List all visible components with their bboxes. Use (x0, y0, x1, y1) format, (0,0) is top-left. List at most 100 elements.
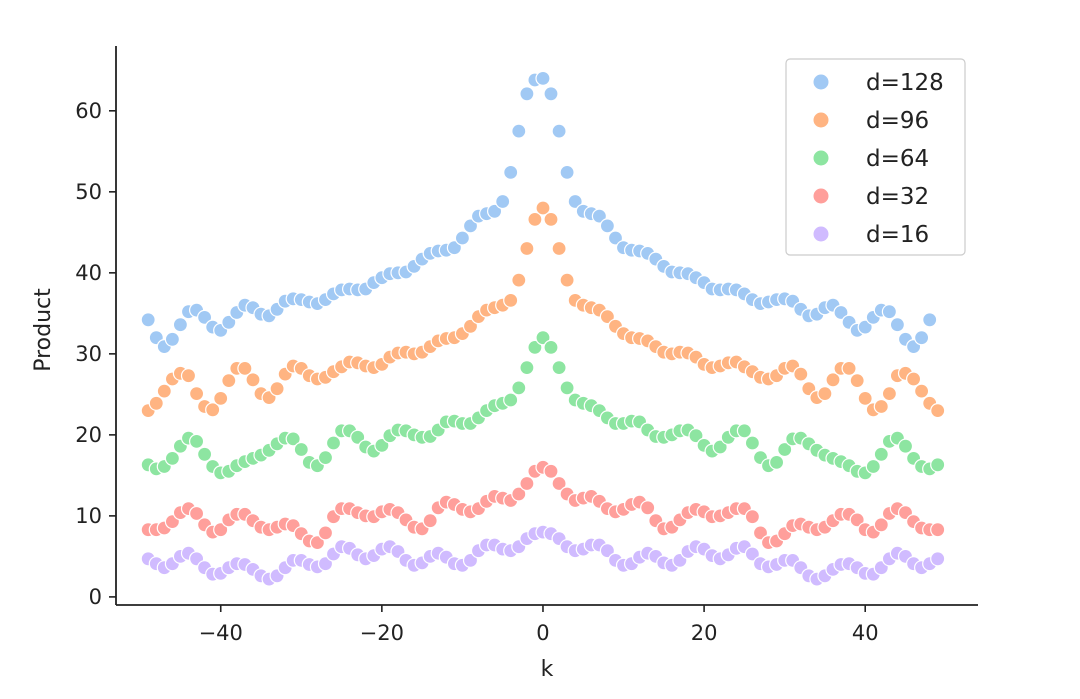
data-point (551, 240, 567, 257)
y-tick-label: 0 (89, 585, 102, 609)
data-point (873, 517, 889, 533)
y-tick-label: 40 (75, 261, 102, 285)
data-point (817, 386, 833, 402)
data-point (607, 230, 624, 246)
legend-label: d=32 (866, 184, 929, 210)
data-point (857, 319, 873, 335)
data-point (897, 438, 914, 454)
data-point (511, 272, 527, 288)
legend-label: d=96 (866, 108, 929, 134)
data-point (462, 218, 479, 234)
data-point (873, 446, 889, 462)
data-points (140, 70, 946, 587)
legend-label: d=64 (866, 146, 929, 172)
data-point (293, 441, 309, 458)
data-point (422, 513, 438, 529)
data-point (688, 428, 704, 444)
data-point (454, 230, 470, 246)
data-point (857, 390, 873, 406)
data-point (213, 522, 229, 538)
data-point (189, 433, 205, 449)
data-point (640, 500, 656, 516)
data-point (599, 309, 616, 325)
data-point (777, 441, 793, 458)
data-point (825, 372, 841, 388)
data-point (543, 339, 559, 355)
data-point (189, 386, 205, 402)
data-point (172, 317, 188, 333)
data-point (503, 292, 519, 308)
data-point (519, 86, 535, 102)
data-point (543, 463, 559, 479)
data-point (551, 123, 567, 139)
data-point (913, 330, 930, 346)
data-point (889, 317, 906, 333)
data-point (350, 429, 366, 445)
data-point (317, 450, 334, 466)
x-tick-label: 0 (536, 621, 549, 645)
data-point (849, 373, 865, 389)
x-tick-label: −20 (360, 621, 404, 645)
data-point (140, 312, 156, 328)
data-point (599, 218, 616, 234)
data-point (309, 534, 325, 551)
y-axis-ticks: 0 10 20 30 40 50 60 (75, 99, 116, 609)
data-point (591, 208, 608, 224)
y-tick-label: 60 (75, 99, 102, 123)
legend-marker (812, 187, 830, 205)
data-point (197, 446, 213, 462)
data-point (189, 505, 205, 522)
data-point (148, 395, 164, 411)
data-point (559, 164, 575, 180)
data-point (503, 164, 519, 180)
data-point (551, 475, 567, 492)
data-point (752, 525, 769, 541)
data-point (180, 368, 197, 384)
data-point (841, 360, 857, 376)
data-point (519, 240, 535, 257)
data-point (849, 512, 865, 528)
data-point (221, 314, 237, 330)
data-point (543, 86, 559, 102)
data-point (221, 373, 237, 389)
data-point (744, 546, 761, 562)
data-point (213, 390, 229, 406)
data-point (793, 366, 809, 382)
data-point (559, 272, 575, 288)
data-point (197, 309, 213, 325)
data-point (245, 372, 261, 388)
legend-marker (812, 73, 830, 91)
data-point (462, 318, 479, 334)
x-axis-label: k (541, 657, 554, 682)
data-point (881, 304, 898, 320)
data-point (712, 439, 728, 455)
data-point (511, 123, 527, 139)
data-point (446, 240, 462, 256)
data-point (519, 360, 535, 376)
data-point (551, 360, 567, 376)
data-point (164, 450, 180, 466)
y-tick-label: 50 (75, 180, 102, 204)
data-point (930, 551, 946, 567)
data-point (495, 193, 511, 210)
data-point (567, 193, 583, 210)
data-point (930, 522, 946, 538)
data-point (873, 398, 889, 415)
data-point (736, 423, 753, 439)
series-d=96 (140, 200, 946, 419)
data-point (374, 437, 390, 453)
data-point (922, 312, 938, 328)
data-point (205, 402, 221, 418)
x-axis-ticks: −40 −20 0 20 40 (199, 605, 879, 645)
data-point (913, 383, 930, 399)
legend-label: d=128 (866, 70, 944, 96)
data-point (156, 383, 172, 399)
data-point (833, 304, 849, 321)
data-point (744, 509, 761, 525)
legend-marker (812, 225, 830, 243)
x-tick-label: 40 (852, 621, 879, 645)
series-d=32 (140, 459, 946, 551)
data-point (535, 330, 551, 346)
data-point (462, 552, 479, 569)
